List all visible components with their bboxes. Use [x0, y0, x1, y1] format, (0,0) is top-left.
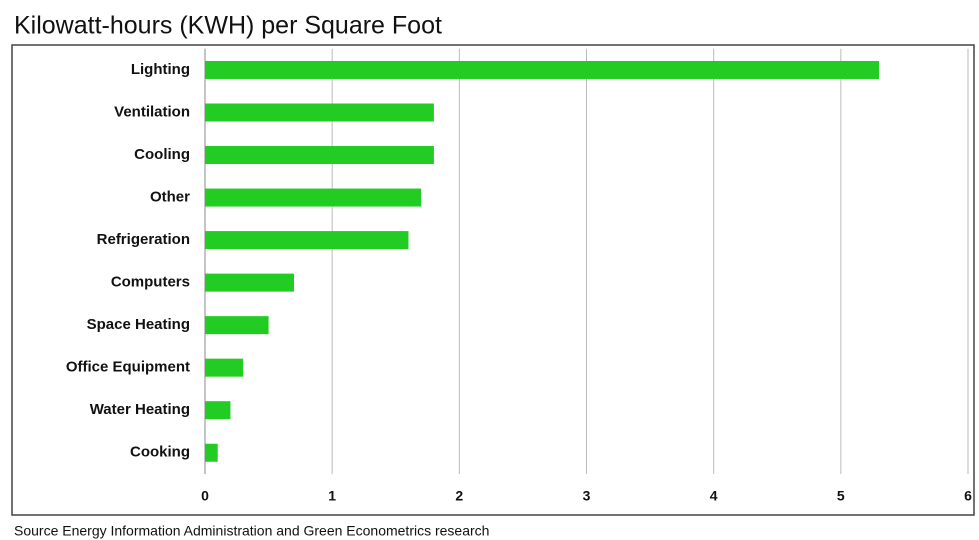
- bar: [205, 273, 295, 292]
- chart-title: Kilowatt-hours (KWH) per Square Foot: [14, 12, 442, 40]
- y-tick-label: Refrigeration: [97, 231, 190, 248]
- bar: [205, 188, 422, 207]
- y-tick-label: Ventilation: [114, 103, 190, 120]
- y-tick-label: Computers: [111, 274, 190, 291]
- y-tick-label: Cooking: [130, 444, 190, 461]
- bar: [205, 60, 879, 79]
- bar: [205, 231, 409, 250]
- x-tick-label: 3: [583, 488, 591, 504]
- x-tick-label: 1: [328, 488, 336, 504]
- bar: [205, 316, 269, 335]
- bar: [205, 443, 218, 462]
- chart-frame: [11, 44, 975, 516]
- x-tick-label: 0: [201, 488, 209, 504]
- y-tick-label: Water Heating: [90, 401, 190, 418]
- source-note: Source Energy Information Administration…: [14, 523, 489, 539]
- bar: [205, 358, 244, 377]
- y-tick-label: Office Equipment: [66, 359, 190, 376]
- y-tick-label: Lighting: [131, 61, 190, 78]
- y-tick-label: Other: [150, 189, 190, 206]
- bar: [205, 146, 434, 165]
- y-tick-label: Space Heating: [87, 316, 190, 333]
- x-tick-label: 4: [710, 488, 718, 504]
- bar: [205, 401, 231, 420]
- y-tick-label: Cooling: [134, 146, 190, 163]
- x-tick-label: 5: [837, 488, 845, 504]
- bar: [205, 103, 434, 122]
- x-tick-label: 2: [455, 488, 463, 504]
- x-tick-label: 6: [964, 488, 972, 504]
